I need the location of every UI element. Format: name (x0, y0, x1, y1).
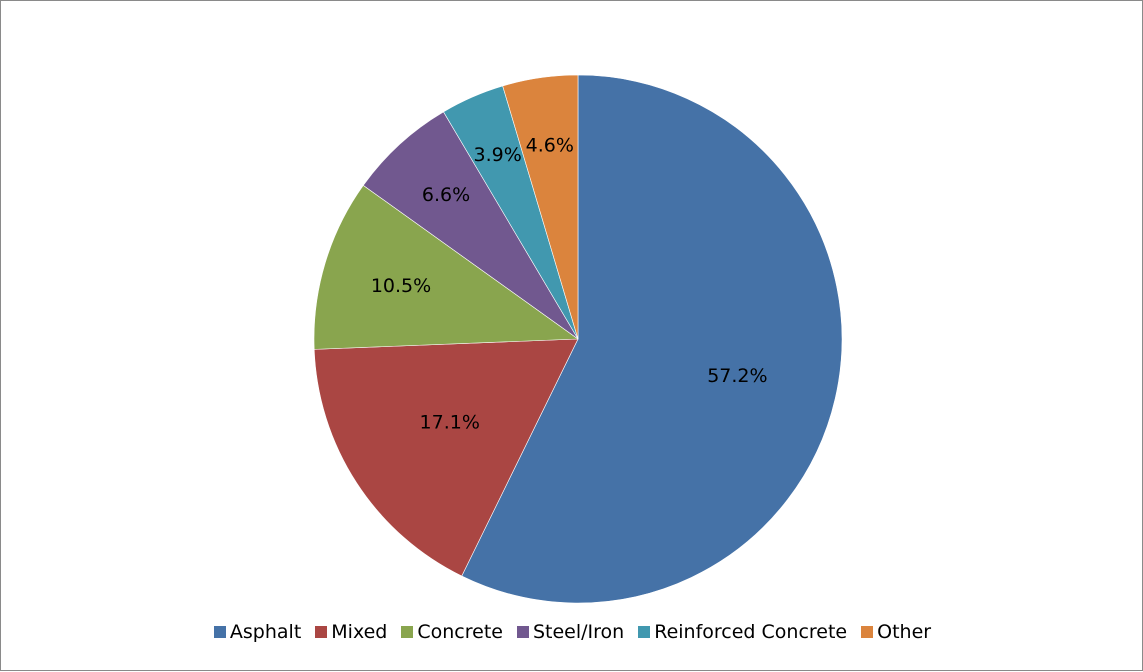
legend-swatch (315, 626, 328, 638)
data-label-reinforced-concrete: 3.9% (474, 144, 522, 166)
data-label-other: 4.6% (526, 135, 574, 157)
legend-swatch (861, 626, 874, 638)
legend-label: Asphalt (229, 621, 302, 643)
legend-label: Steel/Iron (532, 621, 625, 643)
legend-swatch (516, 626, 529, 638)
data-label-concrete: 10.5% (371, 275, 431, 297)
legend-swatch (213, 626, 226, 638)
legend-label: Mixed (331, 621, 388, 643)
legend-swatch (401, 626, 414, 638)
pie-slice-mixed (313, 338, 579, 577)
legend-label: Concrete (417, 621, 503, 643)
legend-item-asphalt: Asphalt (213, 621, 302, 643)
data-label-mixed: 17.1% (420, 412, 480, 434)
legend-item-mixed: Mixed (315, 621, 387, 643)
data-label-asphalt: 57.2% (707, 365, 767, 387)
pie-slice-other (502, 74, 579, 340)
legend-item-steel-iron: Steel/Iron (516, 621, 625, 643)
data-label-steel-iron: 6.6% (422, 184, 470, 206)
chart-legend: Asphalt Mixed Concrete Steel/Iron Reinforced… (1, 621, 1143, 643)
legend-item-reinforced-concrete: Reinforced Concrete (638, 621, 847, 643)
pie-slice-asphalt (461, 74, 843, 604)
legend-label: Reinforced Concrete (654, 621, 848, 643)
legend-label: Other (877, 621, 932, 643)
pie-slice-steel-iron (362, 111, 579, 340)
legend-item-concrete: Concrete (401, 621, 503, 643)
pie-slice-concrete (313, 184, 579, 350)
legend-swatch (638, 626, 651, 638)
legend-item-other: Other (861, 621, 931, 643)
